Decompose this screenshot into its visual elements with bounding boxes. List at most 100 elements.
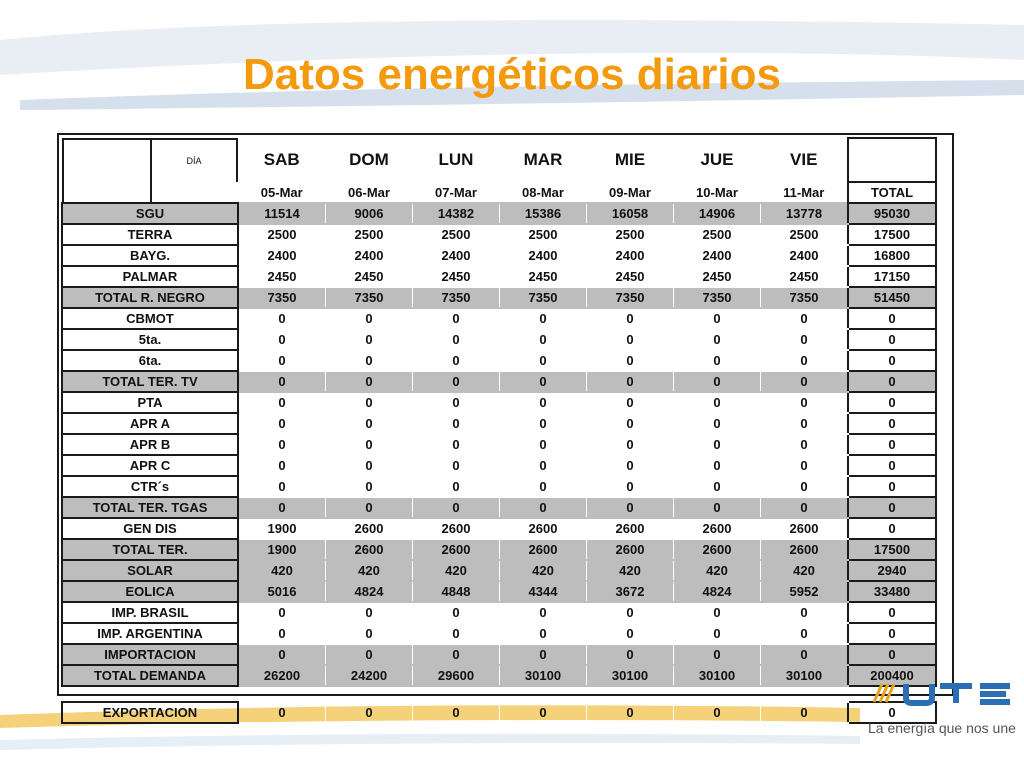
cell-value: 30100 <box>673 664 761 687</box>
row-label: CBMOT <box>61 307 239 330</box>
cell-value: 2500 <box>499 223 587 246</box>
table-row-palmar: PALMAR 2450 2450 2450 2450 2450 2450 2450 17150 <box>61 265 937 288</box>
cell-value: 0 <box>325 601 413 624</box>
cell-value: 2500 <box>673 223 761 246</box>
cell-value: 0 <box>760 643 849 666</box>
header-dates-row: 05-Mar 06-Mar 07-Mar 08-Mar 09-Mar 10-Mar 11-M… <box>62 181 937 204</box>
cell-value: 0 <box>237 622 326 645</box>
cell-value: 0 <box>760 433 849 456</box>
table-row-solar: SOLAR 420 420 420 420 420 420 420 2940 <box>61 559 937 582</box>
cell-value: 0 <box>412 349 500 372</box>
cell-value: 2450 <box>586 265 674 288</box>
date-header: 10-Mar <box>696 184 738 200</box>
row-total: 0 <box>847 328 937 351</box>
cell-value: 0 <box>499 496 587 519</box>
cell-value: 0 <box>760 601 849 624</box>
day-header-vie: VIE <box>790 150 818 169</box>
cell-value: 0 <box>673 412 761 435</box>
cell-value: 0 <box>760 328 849 351</box>
table-row-total-ter-: TOTAL TER. 1900 2600 2600 2600 2600 2600 2600 17… <box>61 538 937 561</box>
cell-value: 2450 <box>237 265 326 288</box>
cell-value: 0 <box>586 643 674 666</box>
row-label: GEN DIS <box>61 517 239 540</box>
cell-value: 0 <box>237 643 326 666</box>
cell-value: 3672 <box>586 580 674 603</box>
cell-value: 0 <box>760 307 849 330</box>
table-row-5ta-: 5ta. 0 0 0 0 0 0 0 0 <box>61 328 937 351</box>
cell-value: 0 <box>760 454 849 477</box>
row-total: 0 <box>847 643 937 666</box>
cell-value: 2500 <box>760 223 849 246</box>
cell-value: 2400 <box>673 244 761 267</box>
header-corner-lower <box>62 182 238 203</box>
cell-value: 15386 <box>499 202 587 225</box>
row-total: 200400 <box>847 664 937 687</box>
ute-logo-icon <box>872 683 1010 706</box>
cell-value: 2600 <box>499 517 587 540</box>
cell-value: 0 <box>586 701 674 724</box>
row-label: 5ta. <box>61 328 239 351</box>
row-total: 0 <box>847 622 937 645</box>
row-total: 0 <box>847 701 937 724</box>
row-label: APR A <box>61 412 239 435</box>
row-total: 0 <box>847 433 937 456</box>
energy-table-frame: DÍA SAB DOM LUN MAR MIE JUE VIE 05-Mar 06-Mar 07… <box>57 133 954 724</box>
cell-value: 16058 <box>586 202 674 225</box>
cell-value: 0 <box>586 370 674 393</box>
cell-value: 0 <box>673 601 761 624</box>
cell-value: 0 <box>237 454 326 477</box>
cell-value: 0 <box>760 701 849 724</box>
cell-value: 0 <box>237 475 326 498</box>
row-label: BAYG. <box>61 244 239 267</box>
row-label: APR C <box>61 454 239 477</box>
cell-value: 0 <box>325 622 413 645</box>
row-total: 0 <box>847 454 937 477</box>
spacer-row <box>62 685 936 702</box>
cell-value: 0 <box>325 349 413 372</box>
cell-value: 2450 <box>499 265 587 288</box>
cell-value: 2450 <box>760 265 849 288</box>
day-header-lun: LUN <box>438 150 474 169</box>
row-label: TOTAL TER. TGAS <box>61 496 239 519</box>
cell-value: 2600 <box>412 538 500 561</box>
cell-value: 0 <box>412 643 500 666</box>
cell-value: 2400 <box>586 244 674 267</box>
row-label: TOTAL DEMANDA <box>61 664 239 687</box>
cell-value: 2400 <box>499 244 587 267</box>
cell-value: 7350 <box>412 286 500 309</box>
row-total: 0 <box>847 391 937 414</box>
table-row-sgu: SGU 11514 9006 14382 15386 16058 14906 13778 950… <box>61 202 937 225</box>
row-total: 0 <box>847 517 937 540</box>
cell-value: 2400 <box>237 244 326 267</box>
table-row-total-ter-tv: TOTAL TER. TV 0 0 0 0 0 0 0 0 <box>61 370 937 393</box>
cell-value: 0 <box>237 370 326 393</box>
cell-value: 2500 <box>325 223 413 246</box>
cell-value: 7350 <box>760 286 849 309</box>
cell-value: 0 <box>673 454 761 477</box>
table-row-bayg-: BAYG. 2400 2400 2400 2400 2400 2400 2400 16800 <box>61 244 937 267</box>
cell-value: 0 <box>499 391 587 414</box>
cell-value: 0 <box>499 643 587 666</box>
cell-value: 420 <box>499 559 587 582</box>
cell-value: 0 <box>325 496 413 519</box>
cell-value: 0 <box>760 475 849 498</box>
cell-value: 0 <box>673 307 761 330</box>
cell-value: 0 <box>325 475 413 498</box>
cell-value: 0 <box>499 701 587 724</box>
cell-value: 0 <box>673 328 761 351</box>
cell-value: 0 <box>412 601 500 624</box>
row-total: 17500 <box>847 538 937 561</box>
cell-value: 0 <box>673 701 761 724</box>
cell-value: 0 <box>499 328 587 351</box>
day-header-sab: SAB <box>263 150 300 169</box>
cell-value: 0 <box>412 496 500 519</box>
cell-value: 0 <box>412 391 500 414</box>
cell-value: 0 <box>586 433 674 456</box>
cell-value: 2450 <box>673 265 761 288</box>
cell-value: 0 <box>499 349 587 372</box>
day-header-jue: JUE <box>700 150 734 169</box>
row-label: 6ta. <box>61 349 239 372</box>
cell-value: 0 <box>412 328 500 351</box>
cell-value: 0 <box>412 412 500 435</box>
